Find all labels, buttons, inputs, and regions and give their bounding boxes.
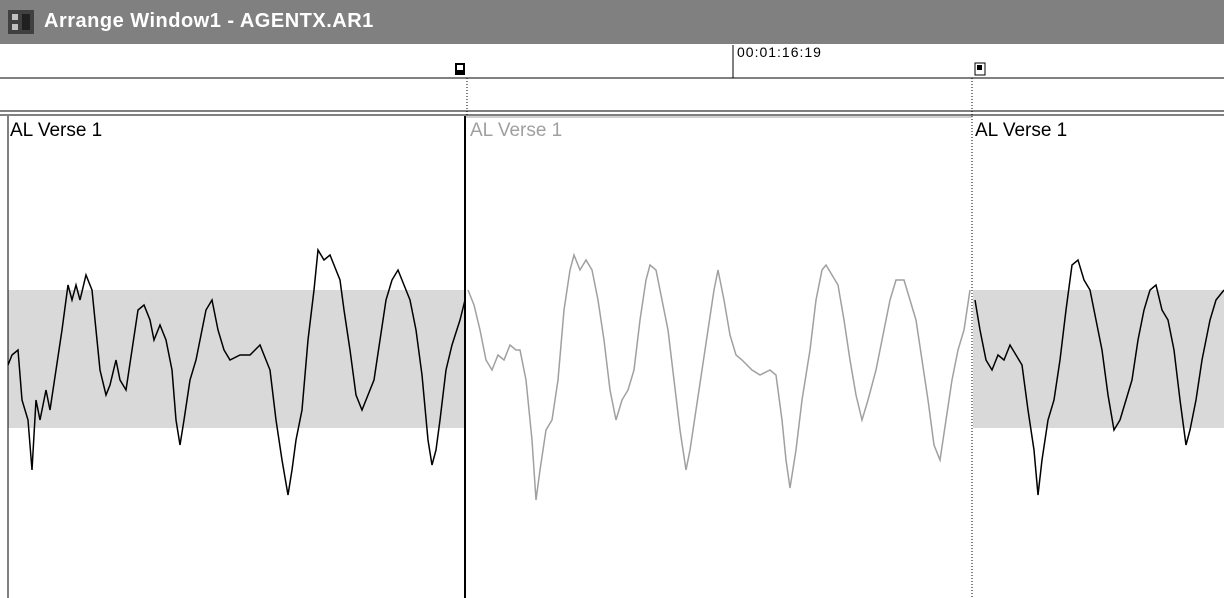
segment-label[interactable]: AL Verse 1	[470, 120, 562, 142]
level-band	[973, 290, 1224, 428]
song-position: 00:01:16:19	[737, 44, 822, 60]
arrange-window: {"title_bar": {"title": "Arrange Window1…	[0, 0, 1224, 598]
left-locator-inner	[457, 65, 463, 70]
level-band	[8, 290, 465, 428]
segment-label[interactable]: AL Verse 1	[975, 120, 1067, 142]
segment-label[interactable]: AL Verse 1	[10, 120, 102, 142]
waveform	[468, 255, 970, 500]
right-locator-inner	[977, 65, 982, 70]
arrange-canvas	[0, 0, 1224, 598]
